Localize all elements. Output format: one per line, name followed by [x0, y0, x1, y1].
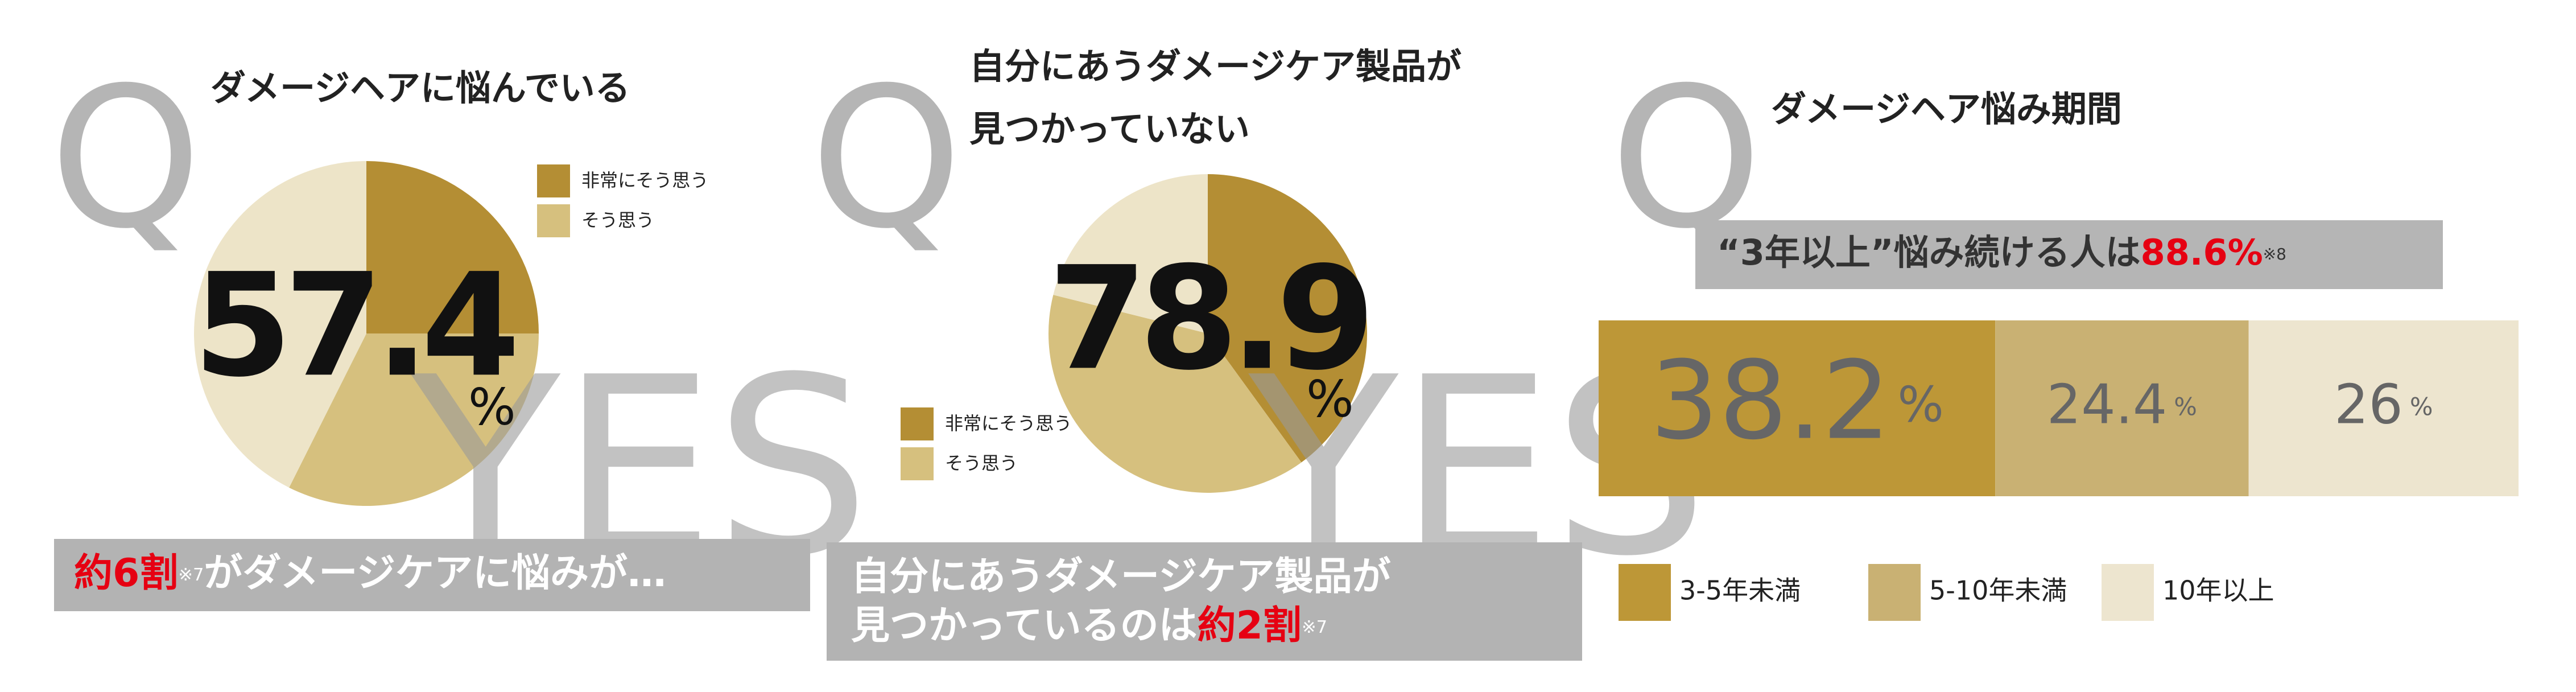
legend-label: そう思う	[945, 452, 1018, 474]
panel-title: ダメージヘア悩み期間	[1771, 88, 2122, 130]
value-label: 26%	[2334, 373, 2433, 436]
text-run: “3年以上”悩み続ける人は	[1717, 232, 2141, 273]
legend-label: 非常にそう思う	[945, 413, 1072, 434]
note-mark: ※7	[1302, 617, 1327, 637]
text-line: “3年以上”悩み続ける人は88.6%※8	[1717, 232, 2286, 273]
pie-slice	[1208, 174, 1367, 463]
summary-banner	[1695, 220, 2443, 289]
bar-segment	[1995, 320, 2249, 496]
value-number: 24.4	[2047, 373, 2168, 436]
pie-slice	[1053, 174, 1208, 333]
panel-title: 見つかっていない	[969, 108, 1250, 150]
center-value: 57.4	[193, 242, 514, 408]
legend-swatch	[901, 407, 934, 440]
footer-banner	[54, 539, 810, 611]
center-unit: %	[468, 378, 516, 436]
legend-swatch	[901, 447, 934, 480]
legend-swatch	[2102, 564, 2154, 621]
bar-segment	[1599, 320, 1996, 496]
pie-slice	[194, 161, 366, 488]
pie-slice	[366, 161, 539, 333]
note-mark: ※7	[178, 565, 204, 585]
text-run: 自分にあうダメージケア製品が	[851, 554, 1391, 599]
legend-label: 非常にそう思う	[581, 170, 708, 191]
value-number: 26	[2334, 373, 2403, 436]
text-line: 見つかっているのは約2割※7	[851, 603, 1327, 648]
panel-title: 自分にあうダメージケア製品が	[969, 46, 1462, 87]
panel-title: ダメージヘアに悩んでいる	[210, 67, 630, 109]
text-run: 約6割	[74, 551, 178, 596]
text-run: 約2割	[1198, 603, 1302, 648]
legend-label: そう思う	[581, 209, 654, 231]
text-run: 88.6%	[2141, 232, 2263, 273]
q-letter: Q	[810, 46, 963, 271]
legend-swatch	[537, 204, 570, 237]
pie-slice	[289, 333, 539, 506]
text-run: がダメージケアに悩みが…	[204, 551, 666, 596]
legend-swatch	[537, 164, 570, 197]
value-label: 38.2%	[1650, 338, 1943, 464]
text-line: 約6割※7がダメージケアに悩みが…	[74, 551, 666, 596]
note-mark: ※8	[2263, 245, 2286, 263]
pie-slice	[1048, 295, 1302, 493]
legend-label: 10年以上	[2162, 575, 2274, 606]
text-line: 自分にあうダメージケア製品が	[851, 554, 1391, 599]
footer-banner	[827, 542, 1582, 661]
legend-swatch	[1619, 564, 1671, 621]
legend-label: 5-10年未満	[1929, 575, 2067, 606]
text-run: 見つかっているのは	[851, 603, 1198, 648]
center-unit: %	[1306, 370, 1354, 429]
bar-segment	[2248, 320, 2519, 496]
q-letter: Q	[49, 46, 202, 271]
value-unit: %	[1897, 377, 1943, 434]
legend-swatch	[1868, 564, 1921, 621]
value-unit: %	[2410, 393, 2433, 421]
value-unit: %	[2174, 393, 2197, 421]
value-number: 38.2	[1650, 338, 1890, 464]
center-value: 78.9	[1048, 236, 1368, 401]
legend-label: 3-5年未満	[1679, 575, 1801, 606]
value-label: 24.4%	[2047, 373, 2197, 436]
